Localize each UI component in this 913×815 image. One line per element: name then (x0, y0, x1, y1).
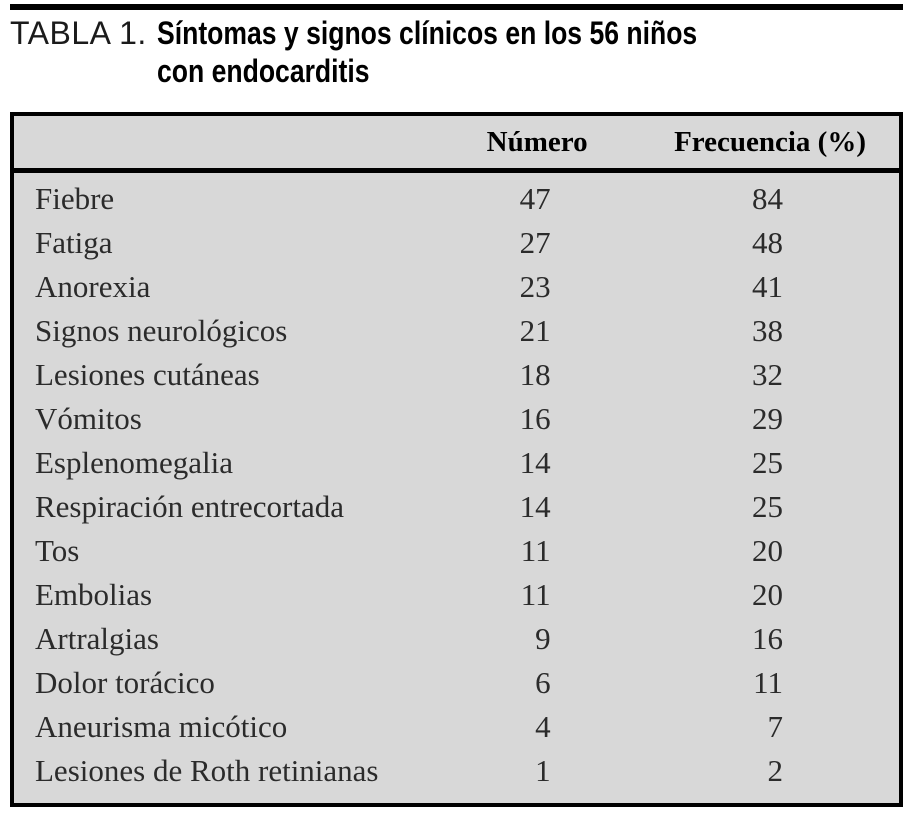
numero-cell: 27 (519, 225, 551, 260)
symptom-cell: Dolor torácico (35, 665, 215, 700)
frecuencia-cell: 38 (752, 313, 783, 348)
symptom-cell: Fatiga (35, 225, 113, 260)
symptom-cell: Lesiones de Roth retinianas (35, 753, 379, 788)
table-row: Tos 11 20 (12, 529, 901, 573)
numero-cell: 9 (535, 621, 551, 656)
table-row: Respiración entrecortada 14 25 (12, 485, 901, 529)
numero-cell: 16 (519, 401, 551, 436)
frecuencia-cell: 41 (752, 269, 783, 304)
frecuencia-cell: 20 (752, 577, 783, 612)
symptom-cell: Anorexia (35, 269, 151, 304)
numero-cell: 11 (520, 577, 551, 612)
frecuencia-cell: 32 (752, 357, 783, 392)
table-row: Lesiones cutáneas 18 32 (12, 353, 901, 397)
table-caption: TABLA 1. Síntomas y signos clínicos en l… (10, 14, 905, 90)
symptom-cell: Lesiones cutáneas (35, 357, 260, 392)
frecuencia-cell: 29 (752, 401, 783, 436)
table-caption-label: TABLA 1. (10, 15, 147, 51)
symptom-cell: Artralgias (35, 621, 159, 656)
table-row: Anorexia 23 41 (12, 265, 901, 309)
table-row: Fiebre 47 84 (12, 171, 901, 222)
symptom-cell: Fiebre (35, 181, 115, 216)
table-body: Fiebre 47 84 Fatiga 27 48 Anorexia 23 41… (12, 171, 901, 806)
numero-cell: 1 (535, 753, 551, 788)
table-row: Artralgias 9 16 (12, 617, 901, 661)
frecuencia-cell: 2 (767, 753, 784, 788)
table-header-row: Número Frecuencia (%) (12, 114, 901, 173)
numero-cell: 21 (519, 313, 551, 348)
numero-cell: 18 (519, 357, 551, 392)
title-rule (10, 4, 903, 10)
table-header: Número Frecuencia (%) (12, 114, 901, 173)
table-caption-title: Síntomas y signos clínicos en los 56 niñ… (157, 15, 698, 89)
symptom-cell: Signos neurológicos (35, 313, 288, 348)
table-row: Lesiones de Roth retinianas 1 2 (12, 749, 901, 805)
table-row: Embolias 11 20 (12, 573, 901, 617)
table-row: Aneurisma micótico 4 7 (12, 705, 901, 749)
column-header-frecuencia: Frecuencia (%) (589, 114, 901, 173)
column-header-sintoma (12, 114, 414, 173)
frecuencia-cell: 7 (767, 709, 784, 744)
table-row: Vómitos 16 29 (12, 397, 901, 441)
table-row: Fatiga 27 48 (12, 221, 901, 265)
numero-cell: 11 (520, 533, 551, 568)
frecuencia-cell: 16 (752, 621, 783, 656)
column-header-numero: Número (413, 114, 590, 173)
symptoms-table: Número Frecuencia (%) Fiebre 47 84 Fatig… (10, 112, 903, 807)
symptom-cell: Tos (35, 533, 80, 568)
symptom-cell: Respiración entrecortada (35, 489, 344, 524)
numero-cell: 4 (535, 709, 551, 744)
numero-cell: 47 (519, 181, 551, 216)
numero-cell: 6 (535, 665, 551, 700)
table-row: Esplenomegalia 14 25 (12, 441, 901, 485)
symptom-cell: Embolias (35, 577, 153, 612)
symptom-cell: Vómitos (35, 401, 142, 436)
symptom-cell: Aneurisma micótico (35, 709, 288, 744)
frecuencia-cell: 11 (753, 665, 783, 700)
numero-cell: 14 (519, 489, 551, 524)
frecuencia-cell: 25 (752, 445, 783, 480)
numero-cell: 14 (519, 445, 551, 480)
frecuencia-cell: 84 (752, 181, 783, 216)
frecuencia-cell: 20 (752, 533, 783, 568)
table-row: Signos neurológicos 21 38 (12, 309, 901, 353)
symptom-cell: Esplenomegalia (35, 445, 233, 480)
numero-cell: 23 (519, 269, 551, 304)
frecuencia-cell: 48 (752, 225, 783, 260)
table-row: Dolor torácico 6 11 (12, 661, 901, 705)
frecuencia-cell: 25 (752, 489, 783, 524)
